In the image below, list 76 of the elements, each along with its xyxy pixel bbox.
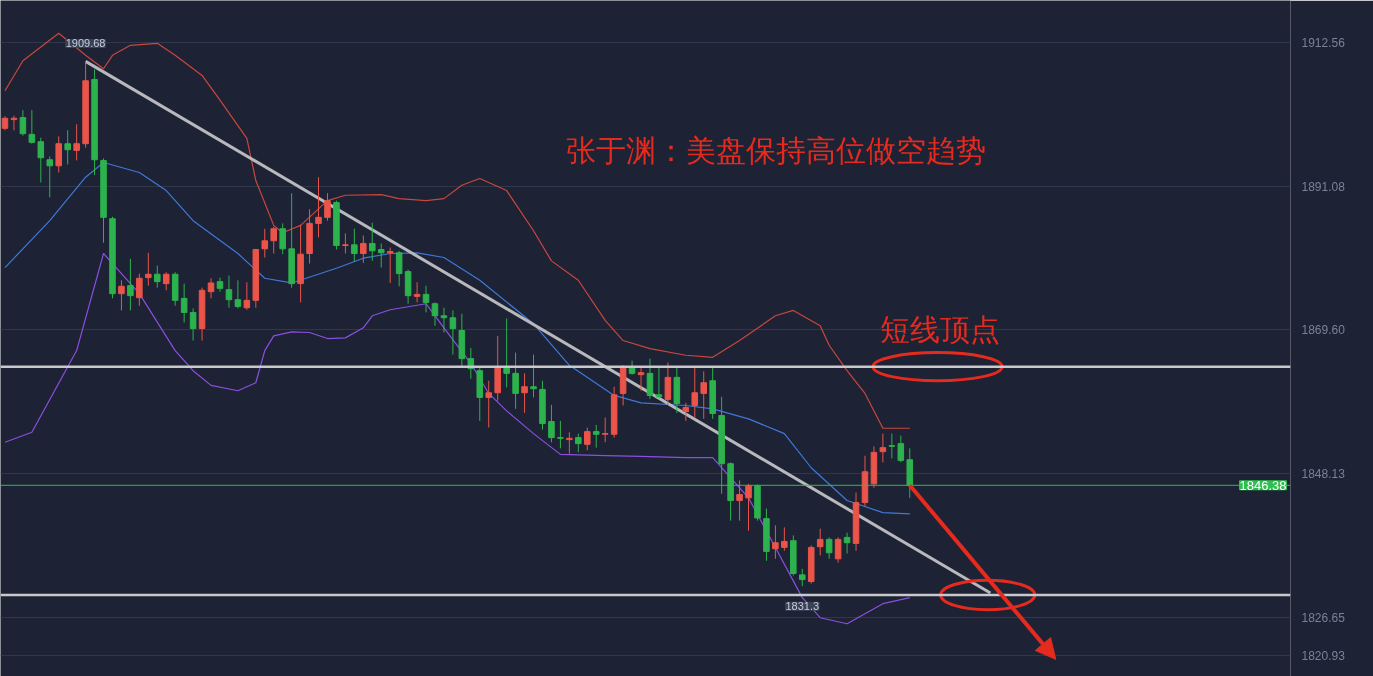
candlestick [816,528,824,556]
candlestick [646,358,654,400]
text: 张于渊：美盘保持高位做空趋势 [565,133,986,168]
candlestick [37,137,45,184]
candlestick [664,362,672,406]
y-tick-label: 1826.65 [1301,610,1346,625]
candlestick [234,279,242,309]
candlestick [512,352,519,410]
candlestick [530,354,537,398]
y-tick-label: 1891.08 [1301,179,1346,194]
candlestick [145,252,152,287]
candlestick [315,176,322,238]
candlestick [583,427,591,451]
candlestick [73,123,80,161]
candlestick [342,232,349,255]
candlestick [162,271,170,291]
candlestick [46,155,54,198]
candlestick [207,277,215,299]
candlestick [153,265,161,289]
candlestick [377,242,385,269]
candlestick [243,281,251,311]
candlestick [360,234,367,264]
y-tick-label: 1820.93 [1301,649,1346,664]
line-series [4,252,911,625]
candlestick [888,433,896,459]
candlestick [270,226,278,255]
y-tick-label: 1869.60 [1301,323,1346,338]
candlestick [351,228,358,263]
candlestick [691,366,699,419]
annotation: 1831.3 [785,600,820,613]
y-tick-label: 1848.13 [1301,467,1346,482]
candlestick [64,129,71,165]
candlestick [592,424,600,449]
candlestick [700,370,708,420]
candlestick [879,433,887,463]
candlestick [781,526,788,552]
candlestick [637,366,645,392]
candlestick [386,246,394,284]
candlestick [521,372,528,414]
candlestick [548,404,555,443]
candlestick [55,135,63,173]
candlestick [745,483,752,532]
annotation: 1909.68 [65,37,106,50]
candlestick [772,524,779,560]
ref-line-label: 1846.38 [1239,477,1287,493]
candlestick [413,281,421,303]
candlestick [485,380,493,429]
candlestick [180,283,188,323]
candlestick [118,279,125,311]
candlestick [225,275,233,309]
candlestick [834,536,842,564]
candlestick [557,420,564,449]
candlestick [825,536,833,560]
candlestick [736,479,743,522]
candlestick [19,109,27,137]
candlestick [28,109,36,145]
candlestick [422,285,430,313]
candlestick [368,222,376,262]
candlestick [440,307,448,334]
annotation: 短线顶点 [880,311,1001,347]
candlestick [127,258,134,311]
candlestick [136,273,143,307]
candlestick [449,309,457,356]
candlestick [655,366,663,400]
candlestick [566,431,573,455]
candlestick [682,402,690,422]
candlestick [431,301,439,327]
candlestick [575,433,582,453]
candlestick [279,222,286,255]
candlestick [324,192,331,222]
candlestick [261,228,269,259]
candlestick [601,417,609,443]
candlestick [189,307,197,342]
candlestick [897,435,905,463]
candlestick [395,250,403,287]
y-tick-label: 1912.56 [1301,35,1346,50]
